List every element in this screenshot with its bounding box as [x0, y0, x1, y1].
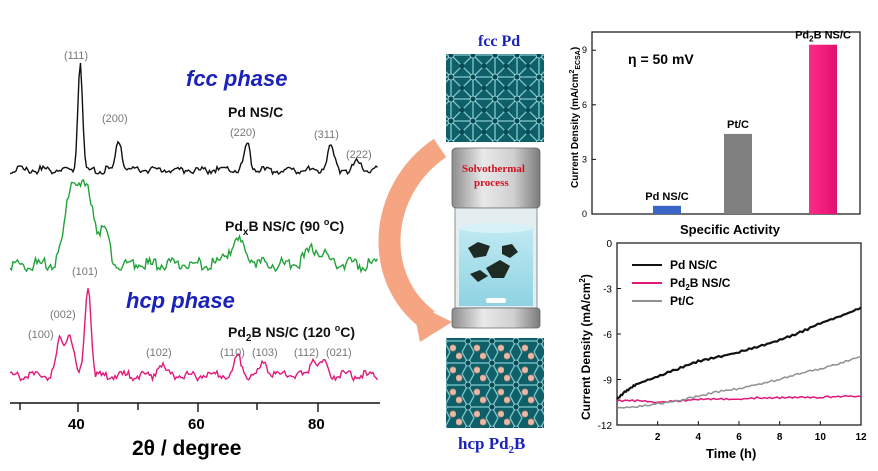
synthesis-schematic: fcc Pd Solvothermal process hcp Pd2B [378, 33, 544, 456]
pdxb-sample-label: PdxB NS/C (90 oC) [225, 217, 344, 238]
bar [724, 133, 752, 214]
line-y-tick-label: -12 [598, 421, 613, 432]
xrd-panel: fcc phase hcp phase Pd NS/C PdxB NS/C (9… [9, 50, 380, 460]
bar [809, 44, 837, 214]
line-x-tick-label: 10 [815, 432, 827, 443]
xrd-trace [9, 62, 378, 176]
line-y-tick-label: 0 [606, 239, 612, 250]
line-chart-y-label: Current Density (mA/cm2) [578, 274, 593, 420]
xrd-trace [9, 288, 379, 383]
xrd-trace [9, 178, 379, 274]
bar-chart-panel: η = 50 mV Specific Activity Current Dens… [569, 30, 861, 237]
pd2b-sample-label: Pd2B NS/C (120 oC) [228, 323, 355, 344]
peak-label: (021) [326, 347, 352, 359]
line-chart-x-label: Time (h) [706, 446, 756, 461]
peak-label: (101) [72, 266, 98, 278]
line-series [616, 306, 862, 410]
line-y-tick-label: -6 [603, 330, 612, 341]
peak-label: (002) [50, 309, 76, 321]
peak-label: (111) [64, 50, 88, 62]
fcc-lattice-image [446, 54, 544, 142]
xrd-tick-label: 80 [308, 416, 325, 433]
bar-y-tick-label: 6 [582, 100, 587, 110]
line-series-path [616, 356, 862, 410]
line-x-tick-label: 2 [655, 432, 661, 443]
fcc-pd-label: fcc Pd [478, 33, 520, 50]
line-x-tick-label: 4 [696, 432, 702, 443]
hcp-pd2b-label: hcp Pd2B [458, 434, 525, 456]
peak-labels: (111) (200) (220) (311) (222) (101) (002… [28, 50, 372, 359]
line-x-tick-label: 6 [736, 432, 742, 443]
xrd-x-axis-label: 2θ / degree [132, 437, 241, 460]
bar-y-tick-label: 9 [582, 45, 587, 55]
peak-label: (311) [314, 129, 339, 141]
peak-label: (220) [230, 127, 256, 139]
hcp-lattice-image [446, 338, 544, 428]
autoclave-reactor: Solvothermal process [451, 147, 541, 329]
legend-label: Pd NS/C [670, 258, 718, 272]
bar-y-ticks: 0 3 6 9 [582, 45, 596, 219]
line-series-path [616, 306, 862, 400]
bar-data-label: Pd2B NS/C [795, 30, 851, 44]
bar-chart-title: η = 50 mV [628, 51, 694, 67]
process-arrow [378, 138, 447, 329]
reactor-label-line1: Solvothermal [462, 163, 525, 175]
line-chart-legend: Pd NS/C Pd2B NS/C Pt/C [632, 258, 731, 308]
fcc-phase-title: fcc phase [186, 66, 288, 91]
peak-label: (112) [294, 347, 319, 359]
line-series-path [616, 395, 862, 404]
line-chart-ticks: 2 4 6 8 10 12 0 -3 -6 -9 -12 [598, 239, 867, 443]
line-y-tick-label: -3 [603, 285, 612, 296]
line-y-tick-label: -9 [603, 376, 612, 387]
line-chart-panel: Current Density (mA/cm2) Time (h) 2 4 6 8 10… [578, 239, 867, 461]
bar-y-tick-label: 3 [582, 154, 587, 164]
pd-sample-label: Pd NS/C [228, 104, 283, 120]
bar-data-label: Pt/C [727, 119, 749, 131]
peak-label: (103) [252, 347, 278, 359]
peak-label: (200) [102, 113, 128, 125]
peak-label: (102) [146, 347, 172, 359]
xrd-tick-label: 40 [68, 416, 85, 433]
line-x-tick-label: 8 [777, 432, 783, 443]
peak-label: (222) [346, 149, 372, 161]
bar-chart-x-label: Specific Activity [680, 222, 781, 237]
bar-data-label: Pd NS/C [645, 191, 688, 203]
bar-y-tick-label: 0 [582, 209, 587, 219]
line-x-tick-label: 12 [855, 432, 867, 443]
legend-label: Pt/C [670, 294, 694, 308]
xrd-tick-label: 60 [188, 416, 205, 433]
hcp-phase-title: hcp phase [126, 288, 235, 313]
bar-chart-y-label: Current Density (mA/cm2ECSA) [569, 47, 582, 188]
reactor-label-line2: process [474, 177, 509, 189]
bar [653, 205, 681, 214]
peak-label: (110) [220, 347, 245, 359]
peak-label: (100) [28, 329, 54, 341]
bar-series: Pd NS/C Pt/C Pd2B NS/C [645, 30, 851, 214]
xrd-traces [9, 62, 379, 383]
legend-label: Pd2B NS/C [670, 276, 731, 292]
arrow-head-icon [412, 302, 452, 342]
